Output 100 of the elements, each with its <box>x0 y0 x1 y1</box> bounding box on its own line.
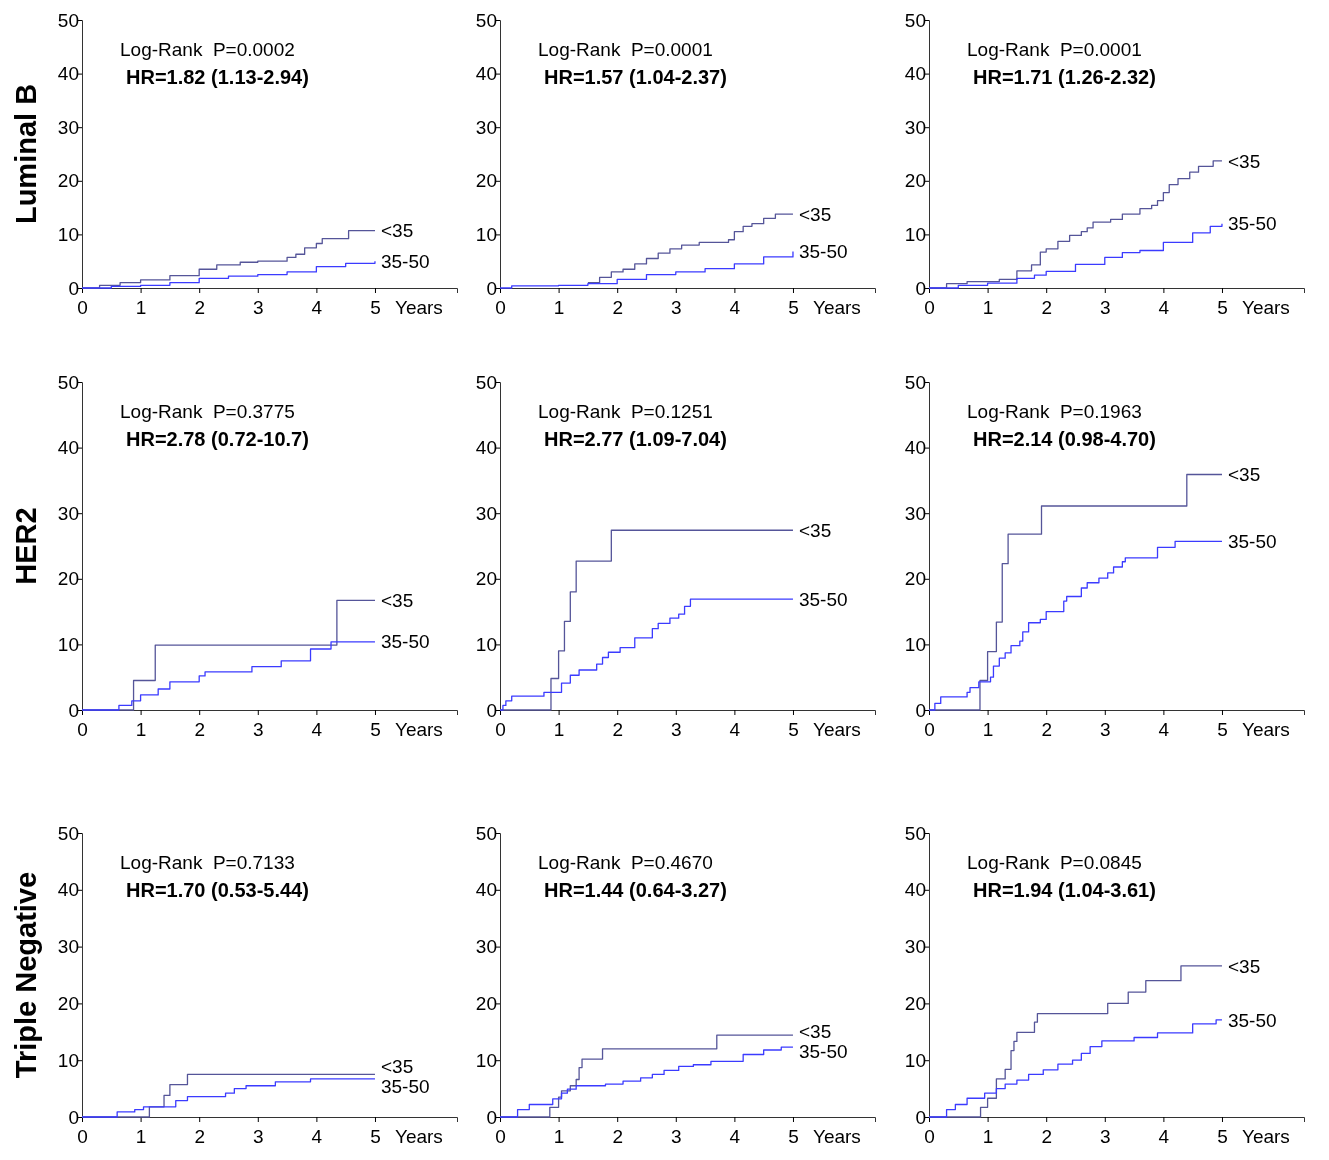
x-tick-label: 2 <box>194 719 205 741</box>
series-label: 35-50 <box>798 241 848 263</box>
annotation: Log-Rank P=0.1963 <box>967 401 1142 422</box>
x-tick-label: 1 <box>553 1126 565 1148</box>
series-label: 35-50 <box>1227 213 1277 235</box>
y-tick-label: 50 <box>475 9 497 31</box>
y-tick-label: 20 <box>904 170 926 192</box>
x-tick-label: 4 <box>1158 1126 1170 1148</box>
y-tick-label: 50 <box>475 371 497 393</box>
annotation: Log-Rank P=0.0845 <box>967 852 1142 873</box>
y-tick-label: 40 <box>475 879 497 901</box>
x-tick-label: 5 <box>788 297 799 319</box>
x-tick-label: 2 <box>612 1126 623 1148</box>
x-tick-label: 3 <box>670 1126 682 1148</box>
y-tick-label: 10 <box>475 633 497 655</box>
x-tick-label: 3 <box>252 719 264 741</box>
y-tick-label: 10 <box>904 633 926 655</box>
x-axis-title: Years <box>394 719 443 741</box>
y-tick-label: 20 <box>475 568 497 590</box>
annotation: HR=1.94 (1.04-3.61) <box>973 879 1156 901</box>
x-tick-label: 1 <box>135 1126 147 1148</box>
annotation: Log-Rank P=0.1251 <box>538 401 713 422</box>
y-tick-label: 30 <box>904 936 926 958</box>
annotation: HR=1.57 (1.04-2.37) <box>544 66 727 88</box>
x-tick-label: 3 <box>252 1126 264 1148</box>
series-label: 35-50 <box>380 631 430 653</box>
x-tick-label: 4 <box>311 719 323 741</box>
y-tick-label: 20 <box>904 992 926 1014</box>
annotation: HR=2.78 (0.72-10.7) <box>126 428 309 450</box>
x-tick-label: 4 <box>1158 719 1170 741</box>
x-tick-label: 2 <box>1041 719 1052 741</box>
y-tick-label: 20 <box>475 170 497 192</box>
annotation: HR=1.44 (0.64-3.27) <box>544 879 727 901</box>
y-tick-label: 40 <box>475 437 497 459</box>
x-tick-label: 3 <box>1099 719 1111 741</box>
series-label: 35-50 <box>380 1076 430 1098</box>
annotation: Log-Rank P=0.0001 <box>967 39 1142 60</box>
y-tick-label: 0 <box>486 1106 497 1128</box>
y-tick-label: 50 <box>57 371 79 393</box>
x-tick-label: 1 <box>553 297 565 319</box>
x-tick-label: 1 <box>553 719 565 741</box>
x-tick-label: 2 <box>194 297 205 319</box>
x-tick-label: 1 <box>135 297 147 319</box>
annotation: HR=1.82 (1.13-2.94) <box>126 66 309 88</box>
x-tick-label: 1 <box>982 719 994 741</box>
x-tick-label: 2 <box>1041 297 1052 319</box>
x-tick-label: 3 <box>670 297 682 319</box>
y-tick-label: 40 <box>904 437 926 459</box>
y-tick-label: 10 <box>57 1049 79 1071</box>
x-tick-label: 5 <box>1217 719 1228 741</box>
x-tick-label: 1 <box>982 1126 994 1148</box>
x-tick-label: 1 <box>135 719 147 741</box>
series-label: 35-50 <box>798 588 848 610</box>
x-tick-label: 2 <box>612 297 623 319</box>
x-tick-label: 5 <box>370 297 381 319</box>
x-tick-label: 2 <box>194 1126 205 1148</box>
y-tick-label: 20 <box>57 170 79 192</box>
y-tick-label: 40 <box>904 879 926 901</box>
annotation: Log-Rank P=0.0001 <box>538 39 713 60</box>
x-tick-label: 5 <box>370 1126 381 1148</box>
annotation: HR=1.71 (1.26-2.32) <box>973 66 1156 88</box>
series-label: <35 <box>798 519 832 541</box>
y-axis-title: Luminal B <box>10 83 42 225</box>
y-tick-label: 10 <box>475 223 497 245</box>
x-axis-title: Years <box>394 1126 443 1148</box>
series-label: <35 <box>380 220 414 242</box>
x-tick-label: 5 <box>788 1126 799 1148</box>
y-tick-label: 10 <box>475 1049 497 1071</box>
y-tick-label: 0 <box>68 1106 79 1128</box>
x-tick-label: 4 <box>729 297 741 319</box>
y-tick-label: 20 <box>57 568 79 590</box>
y-tick-label: 30 <box>475 502 497 524</box>
y-tick-label: 10 <box>904 223 926 245</box>
series-label: <35 <box>798 1020 832 1042</box>
y-tick-label: 0 <box>68 699 79 721</box>
annotation: HR=2.14 (0.98-4.70) <box>973 428 1156 450</box>
y-axis-title: HER2 <box>10 507 42 585</box>
y-tick-label: 30 <box>57 502 79 524</box>
y-tick-label: 50 <box>904 9 926 31</box>
y-tick-label: 30 <box>57 116 79 138</box>
x-tick-label: 2 <box>1041 1126 1052 1148</box>
y-tick-label: 20 <box>904 568 926 590</box>
y-tick-label: 20 <box>57 992 79 1014</box>
annotation: HR=1.70 (0.53-5.44) <box>126 879 309 901</box>
y-tick-label: 40 <box>475 63 497 85</box>
y-tick-label: 30 <box>475 116 497 138</box>
x-tick-label: 5 <box>1217 1126 1228 1148</box>
series-label: <35 <box>380 1056 414 1078</box>
x-tick-label: 4 <box>1158 297 1170 319</box>
annotation: HR=2.77 (1.09-7.04) <box>544 428 727 450</box>
y-tick-label: 20 <box>475 992 497 1014</box>
x-tick-label: 3 <box>670 719 682 741</box>
y-tick-label: 0 <box>915 699 926 721</box>
x-axis-title: Years <box>812 719 861 741</box>
x-tick-label: 3 <box>252 297 264 319</box>
series-label: <35 <box>1227 464 1261 486</box>
series-label: <35 <box>1227 955 1261 977</box>
series-label: <35 <box>798 203 832 225</box>
annotation: Log-Rank P=0.4670 <box>538 852 713 873</box>
x-tick-label: 3 <box>1099 1126 1111 1148</box>
